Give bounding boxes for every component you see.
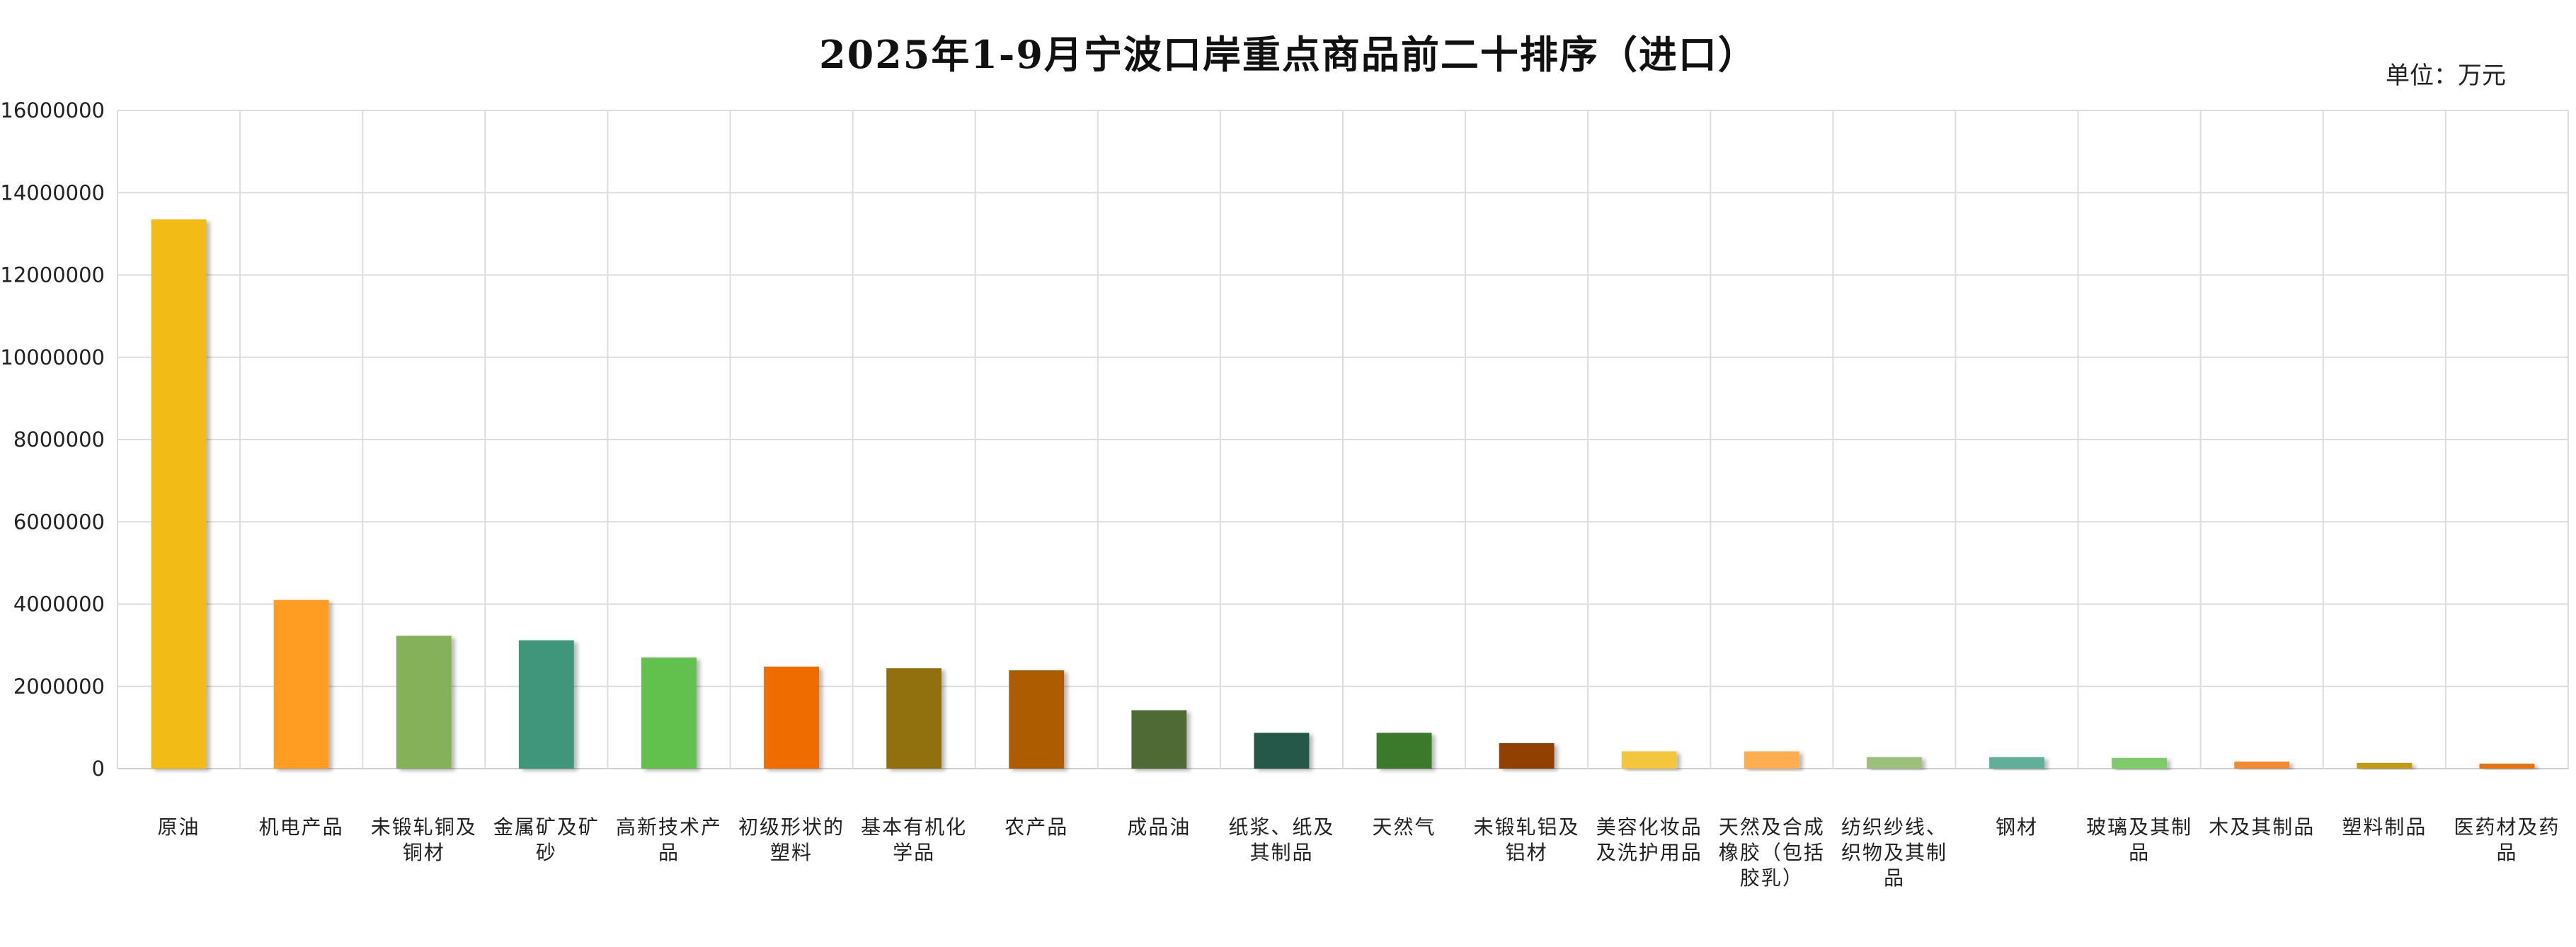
y-tick-label: 12000000 (0, 263, 105, 287)
chart-title: 2025年1-9月宁波口岸重点商品前二十排序（进口） (819, 32, 1758, 77)
x-category-label: 纺织纱线、织物及其制品 (1841, 815, 1947, 890)
x-category-label: 成品油 (1127, 815, 1191, 839)
y-tick-label: 10000000 (0, 345, 105, 369)
unit-label: 单位：万元 (2386, 62, 2506, 90)
x-category-label: 纸浆、纸及其制品 (1228, 815, 1334, 864)
bars (151, 219, 2535, 769)
bar (1254, 733, 1310, 769)
bar (2479, 764, 2535, 769)
y-axis-ticks: 0 2000000 4000000 6000000 8000000 10000000 120… (0, 98, 105, 781)
x-category-label: 天然及合成橡胶（包括胶乳） (1719, 815, 1825, 890)
bar (886, 668, 942, 769)
x-category-label: 钢材 (1996, 815, 2038, 839)
bar (518, 640, 574, 769)
y-tick-label: 4000000 (13, 592, 105, 616)
y-tick-label: 6000000 (13, 510, 105, 534)
x-category-label: 美容化妆品及洗护用品 (1596, 815, 1702, 864)
y-tick-label: 0 (92, 757, 105, 781)
x-category-label: 原油 (158, 815, 200, 839)
x-category-label: 未锻轧铝及铝材 (1474, 815, 1580, 864)
y-tick-label: 14000000 (0, 180, 105, 205)
bar (1131, 710, 1187, 769)
x-category-label: 基本有机化学品 (861, 815, 967, 864)
bar (641, 658, 697, 769)
x-category-label: 木及其制品 (2209, 815, 2315, 839)
x-category-label: 农产品 (1004, 815, 1068, 839)
x-category-label: 初级形状的塑料 (738, 815, 845, 864)
bar (2234, 762, 2290, 769)
bar (396, 636, 452, 769)
bar (1621, 751, 1677, 769)
bar (1744, 751, 1799, 769)
bar (151, 219, 207, 769)
bar (1867, 757, 1922, 769)
x-category-label: 玻璃及其制品 (2086, 815, 2192, 864)
x-category-label: 未锻轧铜及铜材 (371, 815, 477, 864)
y-tick-label: 2000000 (13, 675, 105, 699)
bar (1989, 757, 2044, 769)
bar (1499, 742, 1555, 769)
bar (1009, 670, 1065, 769)
gridlines (117, 110, 2569, 769)
bar (1376, 733, 1432, 769)
bar (2112, 757, 2168, 769)
x-category-label: 天然气 (1373, 815, 1436, 839)
bar (2357, 762, 2412, 769)
y-tick-label: 8000000 (13, 427, 105, 452)
x-category-label: 医药材及药品 (2454, 815, 2560, 864)
bar (273, 599, 329, 769)
x-category-label: 机电产品 (259, 815, 344, 839)
x-category-label: 高新技术产品 (616, 815, 722, 864)
x-category-label: 金属矿及矿砂 (493, 815, 600, 864)
x-category-label: 塑料制品 (2342, 815, 2427, 839)
y-tick-label: 16000000 (0, 98, 105, 122)
bar (764, 666, 819, 769)
